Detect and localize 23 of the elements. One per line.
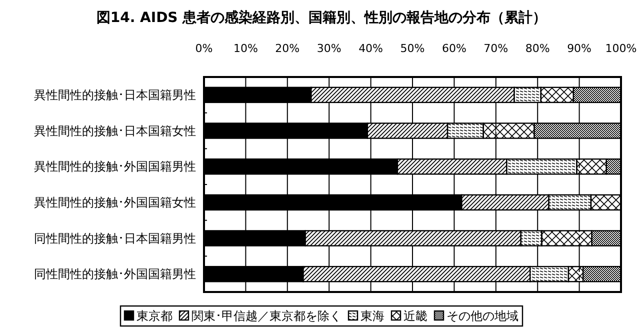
x-tick-label: 70%: [484, 42, 508, 55]
legend-label: 関東･甲信越／東京都を除く: [192, 309, 342, 323]
x-tick-label: 10%: [233, 42, 258, 55]
y-tick-label: 同性間性的接触･日本国籍男性: [34, 231, 196, 246]
y-tick-label: 同性間性的接触･外国国籍男性: [34, 267, 196, 282]
x-tick-label: 100%: [605, 42, 637, 55]
x-tick-label: 80%: [525, 42, 550, 55]
x-tick-label: 90%: [567, 42, 592, 55]
legend-label: 近畿: [404, 309, 428, 323]
legend-label: その他の地域: [446, 309, 518, 323]
x-tick-label: 30%: [316, 42, 342, 55]
legend-label: 東海: [360, 309, 384, 323]
y-tick-label: 異性間性的接触･外国国籍女性: [34, 195, 196, 210]
legend-label: 東京都: [136, 309, 172, 323]
y-tick-label: 異性間性的接触･日本国籍男性: [34, 88, 196, 102]
x-tick-label: 50%: [400, 42, 425, 55]
x-tick-label: 0%: [195, 42, 213, 55]
x-tick-label: 40%: [358, 42, 384, 55]
chart-title: 図14. AIDS 患者の感染経路別、国籍別、性別の報告地の分布（累計）: [96, 9, 547, 26]
x-tick-label: 20%: [275, 42, 300, 55]
y-tick-label: 異性間性的接触･外国国籍男性: [34, 160, 196, 174]
x-tick-label: 60%: [442, 42, 466, 55]
y-tick-label: 異性間性的接触･日本国籍女性: [34, 124, 196, 138]
